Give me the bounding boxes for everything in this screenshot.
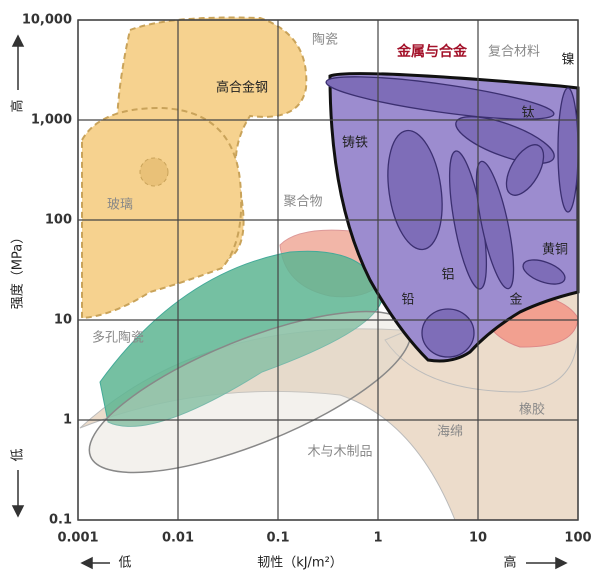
region-label: 金 (509, 292, 522, 308)
steel-region (325, 76, 555, 120)
x-tick-label: 0.1 (266, 531, 289, 546)
y-tick-label: 1,000 (31, 113, 72, 128)
region-label: 海绵 (437, 425, 463, 440)
glass-region (81, 106, 243, 320)
region-label: 黄铜 (542, 243, 568, 258)
region-label: 陶瓷 (312, 32, 338, 48)
y-tick-label: 10 (54, 313, 72, 328)
x-tick-label: 10 (469, 531, 487, 546)
x-tick-label: 100 (564, 531, 591, 546)
region-label: 铝 (441, 268, 454, 283)
metal-subregions (325, 76, 579, 358)
glass-dot (139, 157, 169, 187)
y-tick-label: 1 (63, 413, 72, 428)
region-label: 金属与合金 (396, 43, 468, 60)
y-low: 低 (11, 448, 26, 461)
regions (79, 16, 580, 521)
y-tick-label: 0.1 (49, 513, 72, 528)
region-label: 玻璃 (107, 198, 133, 213)
x-high: 高 (503, 555, 516, 571)
x-tick-label: 1 (373, 531, 382, 546)
region-label: 聚合物 (283, 195, 322, 210)
region-label: 铅 (401, 293, 414, 308)
region-label: 钛 (521, 106, 534, 121)
y-high: 高 (10, 99, 26, 112)
region-label: 多孔陶瓷 (92, 330, 144, 346)
y-tick-label: 100 (45, 213, 72, 228)
x-axis-title: 韧性（kJ/m²） (257, 556, 343, 571)
brass-region (522, 259, 566, 285)
lead-region (421, 308, 475, 358)
region-label: 铸铁 (342, 135, 368, 151)
y-up-head (11, 34, 25, 47)
arrows (11, 34, 568, 570)
y-tick-label: 10,000 (22, 13, 72, 28)
x-tick-label: 0.001 (57, 531, 98, 546)
y-down-head (11, 505, 25, 518)
alloy2-region (475, 160, 515, 290)
copper-region (505, 144, 545, 196)
region-label: 镍 (561, 53, 574, 68)
x-right-head (555, 556, 568, 570)
x-left-head (80, 556, 93, 570)
region-label: 木与木制品 (307, 445, 372, 460)
region-label: 橡胶 (519, 402, 545, 418)
x-tick-label: 0.01 (162, 531, 194, 546)
x-low: 低 (118, 556, 131, 571)
nickel-region (557, 87, 579, 213)
y-axis-title: 强度（MPa） (10, 231, 26, 309)
region-label: 高合金钢 (216, 80, 268, 96)
region-label: 复合材料 (488, 45, 540, 60)
plot-frame (77, 19, 579, 521)
